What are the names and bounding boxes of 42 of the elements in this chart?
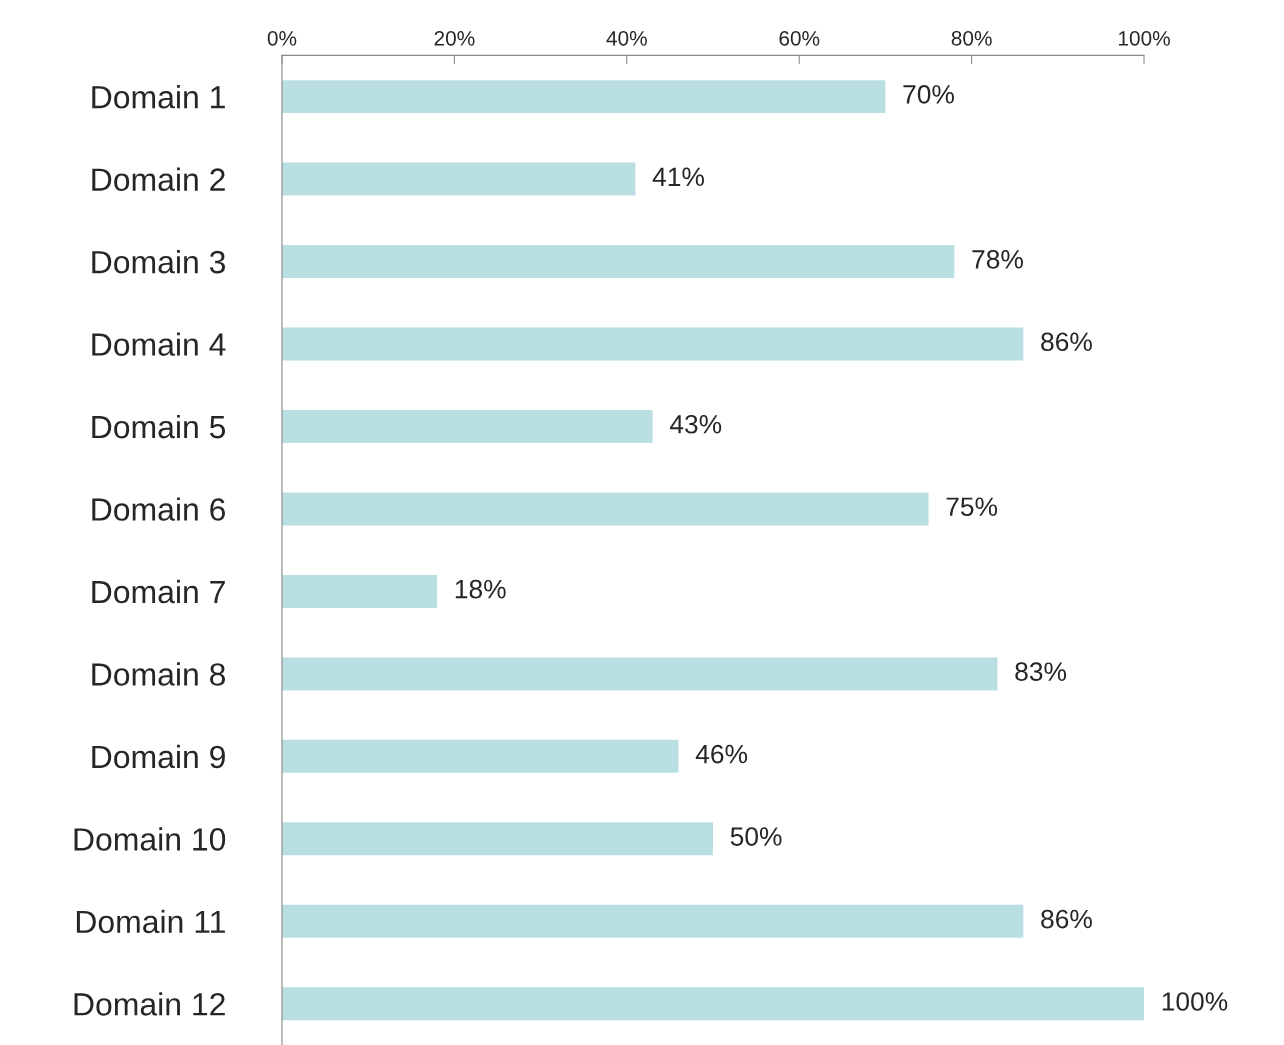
- data-label: 100%: [1162, 992, 1228, 1011]
- y-tick-label: Domain 4: [92, 332, 226, 356]
- data-label: 50%: [730, 827, 782, 846]
- x-tick-label: 20%: [434, 30, 475, 46]
- y-tick-label: Domain 9: [92, 744, 225, 769]
- y-tick-label: Domain 1: [92, 85, 225, 109]
- y-tick-label: Domain 3: [92, 249, 226, 274]
- bar: [281, 492, 929, 526]
- data-label: 86%: [1041, 909, 1092, 929]
- y-tick-label: Domain 11: [76, 909, 225, 934]
- x-tick-label: 40%: [606, 30, 647, 46]
- x-tick-label: 80%: [951, 30, 992, 46]
- bar: [281, 739, 679, 773]
- data-label: 18%: [455, 579, 506, 599]
- data-label: 43%: [669, 414, 722, 434]
- data-label: 83%: [1015, 662, 1067, 681]
- y-tick-label: Domain 7: [92, 579, 225, 604]
- bar: [281, 410, 653, 443]
- data-label: 70%: [903, 85, 954, 104]
- y-tick-label: Domain 2: [92, 167, 225, 191]
- bar: [281, 162, 636, 196]
- data-label: 75%: [946, 497, 998, 517]
- bar: [281, 574, 438, 608]
- bar: [281, 904, 1024, 938]
- y-tick-label: Domain 5: [92, 414, 226, 439]
- bar: [281, 987, 1145, 1021]
- bar: [281, 245, 955, 279]
- data-label: 86%: [1041, 332, 1092, 352]
- y-tick-label: Domain 10: [74, 827, 226, 851]
- data-label: 46%: [695, 744, 748, 764]
- x-tick-label: 100%: [1118, 30, 1170, 46]
- x-tick-label: 60%: [779, 30, 820, 46]
- bar: [281, 657, 998, 691]
- data-label: 41%: [652, 167, 704, 187]
- data-label: 78%: [972, 249, 1023, 269]
- bar: [281, 327, 1024, 361]
- bar: [281, 80, 886, 114]
- y-tick-label: Domain 6: [92, 497, 226, 521]
- y-tick-label: Domain 12: [74, 992, 225, 1016]
- y-tick-label: Domain 8: [92, 662, 226, 686]
- x-tick-label: 0%: [267, 30, 297, 46]
- bar: [281, 822, 714, 856]
